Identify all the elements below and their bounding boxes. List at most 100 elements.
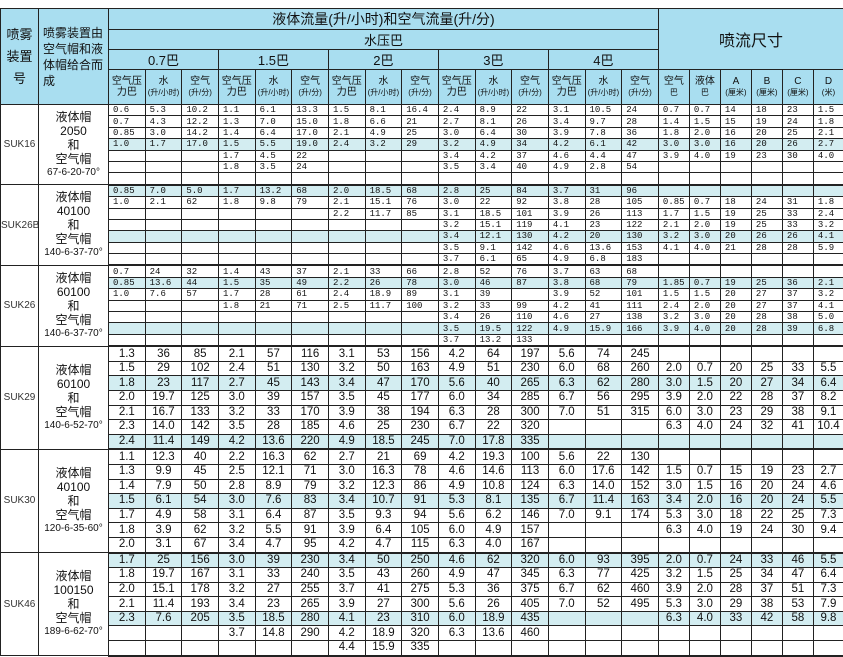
table-cell: 33	[782, 208, 813, 219]
table-cell: 9.1	[585, 508, 622, 523]
table-cell: 3.9	[658, 582, 689, 597]
table-cell: 3.2	[438, 300, 475, 311]
table-cell	[585, 611, 622, 626]
jet-label: C	[783, 76, 813, 87]
table-cell: 6.4	[813, 376, 843, 391]
table-cell: 2.2	[328, 208, 365, 219]
table-cell	[145, 161, 182, 172]
table-cell: 11.7	[365, 300, 402, 311]
table-cell: 62	[182, 197, 219, 208]
table-cell: 260	[622, 361, 659, 376]
table-cell: 36	[145, 346, 182, 361]
table-cell: 0.7	[658, 105, 689, 116]
table-cell: 21	[720, 242, 751, 253]
table-cell	[622, 420, 659, 435]
table-cell	[365, 150, 402, 161]
table-cell: 5.3	[438, 582, 475, 597]
table-cell	[689, 185, 720, 197]
table-cell: 4.0	[689, 420, 720, 435]
table-cell: 3.5	[328, 508, 365, 523]
table-cell: 3.4	[658, 494, 689, 509]
table-cell: 78	[402, 277, 439, 288]
table-cell: 43	[255, 265, 292, 277]
table-cell: 83	[292, 494, 329, 509]
table-cell: 91	[292, 523, 329, 538]
table-cell: 183	[622, 254, 659, 266]
composition-air-cap: 空气帽	[39, 611, 108, 625]
composition-and: 和	[39, 218, 108, 232]
table-cell: 30	[782, 523, 813, 538]
table-cell: 7.9	[813, 597, 843, 612]
table-cell: 0.85	[109, 185, 146, 197]
table-cell: 1.5	[658, 289, 689, 300]
table-cell: 6.3	[438, 626, 475, 641]
table-cell: 28	[255, 420, 292, 435]
table-cell: 2.2	[328, 277, 365, 288]
table-cell	[328, 312, 365, 323]
table-cell: 23	[145, 376, 182, 391]
jet-subheader: 液体巴	[689, 70, 720, 105]
table-cell: 240	[292, 568, 329, 583]
table-cell: 11.4	[585, 494, 622, 509]
table-cell: 39	[255, 553, 292, 568]
table-cell	[622, 537, 659, 552]
table-cell	[328, 254, 365, 266]
table-cell	[689, 334, 720, 346]
table-cell: 33	[255, 568, 292, 583]
table-cell: 9.9	[145, 464, 182, 479]
table-cell: 7.6	[255, 494, 292, 509]
table-cell: 16	[720, 139, 751, 150]
table-cell: 52	[585, 289, 622, 300]
table-cell: 7.6	[145, 289, 182, 300]
table-cell: 0.85	[658, 197, 689, 208]
table-cell: 24	[145, 265, 182, 277]
table-cell: 163	[622, 494, 659, 509]
table-cell: 194	[402, 405, 439, 420]
table-cell	[720, 449, 751, 464]
table-cell	[365, 231, 402, 242]
table-cell: 5.5	[813, 494, 843, 509]
table-cell	[813, 449, 843, 464]
table-cell: 18	[720, 197, 751, 208]
table-cell	[751, 265, 782, 277]
table-cell	[720, 334, 751, 346]
table-cell: 3.5	[438, 161, 475, 172]
table-cell	[145, 150, 182, 161]
table-cell	[255, 242, 292, 253]
table-cell	[402, 254, 439, 266]
air-label: 空气	[512, 76, 548, 87]
table-cell: 69	[402, 449, 439, 464]
model-number: SUK46	[1, 553, 39, 656]
water-unit: (升/小时)	[478, 88, 510, 97]
table-cell: 0.7	[689, 361, 720, 376]
table-cell	[689, 161, 720, 172]
table-cell: 167	[512, 537, 549, 552]
air-cap-code: 140-6-37-70°	[39, 327, 108, 341]
table-cell	[622, 641, 659, 656]
table-cell: 14.2	[182, 127, 219, 138]
table-cell: 25	[751, 361, 782, 376]
table-cell: 78	[402, 464, 439, 479]
table-cell	[145, 312, 182, 323]
table-cell: 260	[402, 568, 439, 583]
table-cell: 38	[365, 405, 402, 420]
table-cell: 4.0	[689, 150, 720, 161]
table-cell: 1.0	[109, 289, 146, 300]
table-cell: 3.0	[218, 494, 255, 509]
table-cell: 41	[585, 300, 622, 311]
table-cell: 3.0	[218, 390, 255, 405]
table-cell: 30	[782, 150, 813, 161]
table-cell: 8.9	[255, 479, 292, 494]
table-cell	[751, 173, 782, 185]
table-cell: 37	[512, 150, 549, 161]
table-cell: 142	[622, 464, 659, 479]
table-cell: 153	[622, 242, 659, 253]
table-cell: 0.7	[689, 553, 720, 568]
table-cell: 41	[782, 420, 813, 435]
table-cell: 3.9	[658, 390, 689, 405]
table-cell	[548, 641, 585, 656]
table-cell: 19.3	[475, 449, 512, 464]
table-cell: 2.1	[328, 265, 365, 277]
table-cell: 2.8	[438, 185, 475, 197]
